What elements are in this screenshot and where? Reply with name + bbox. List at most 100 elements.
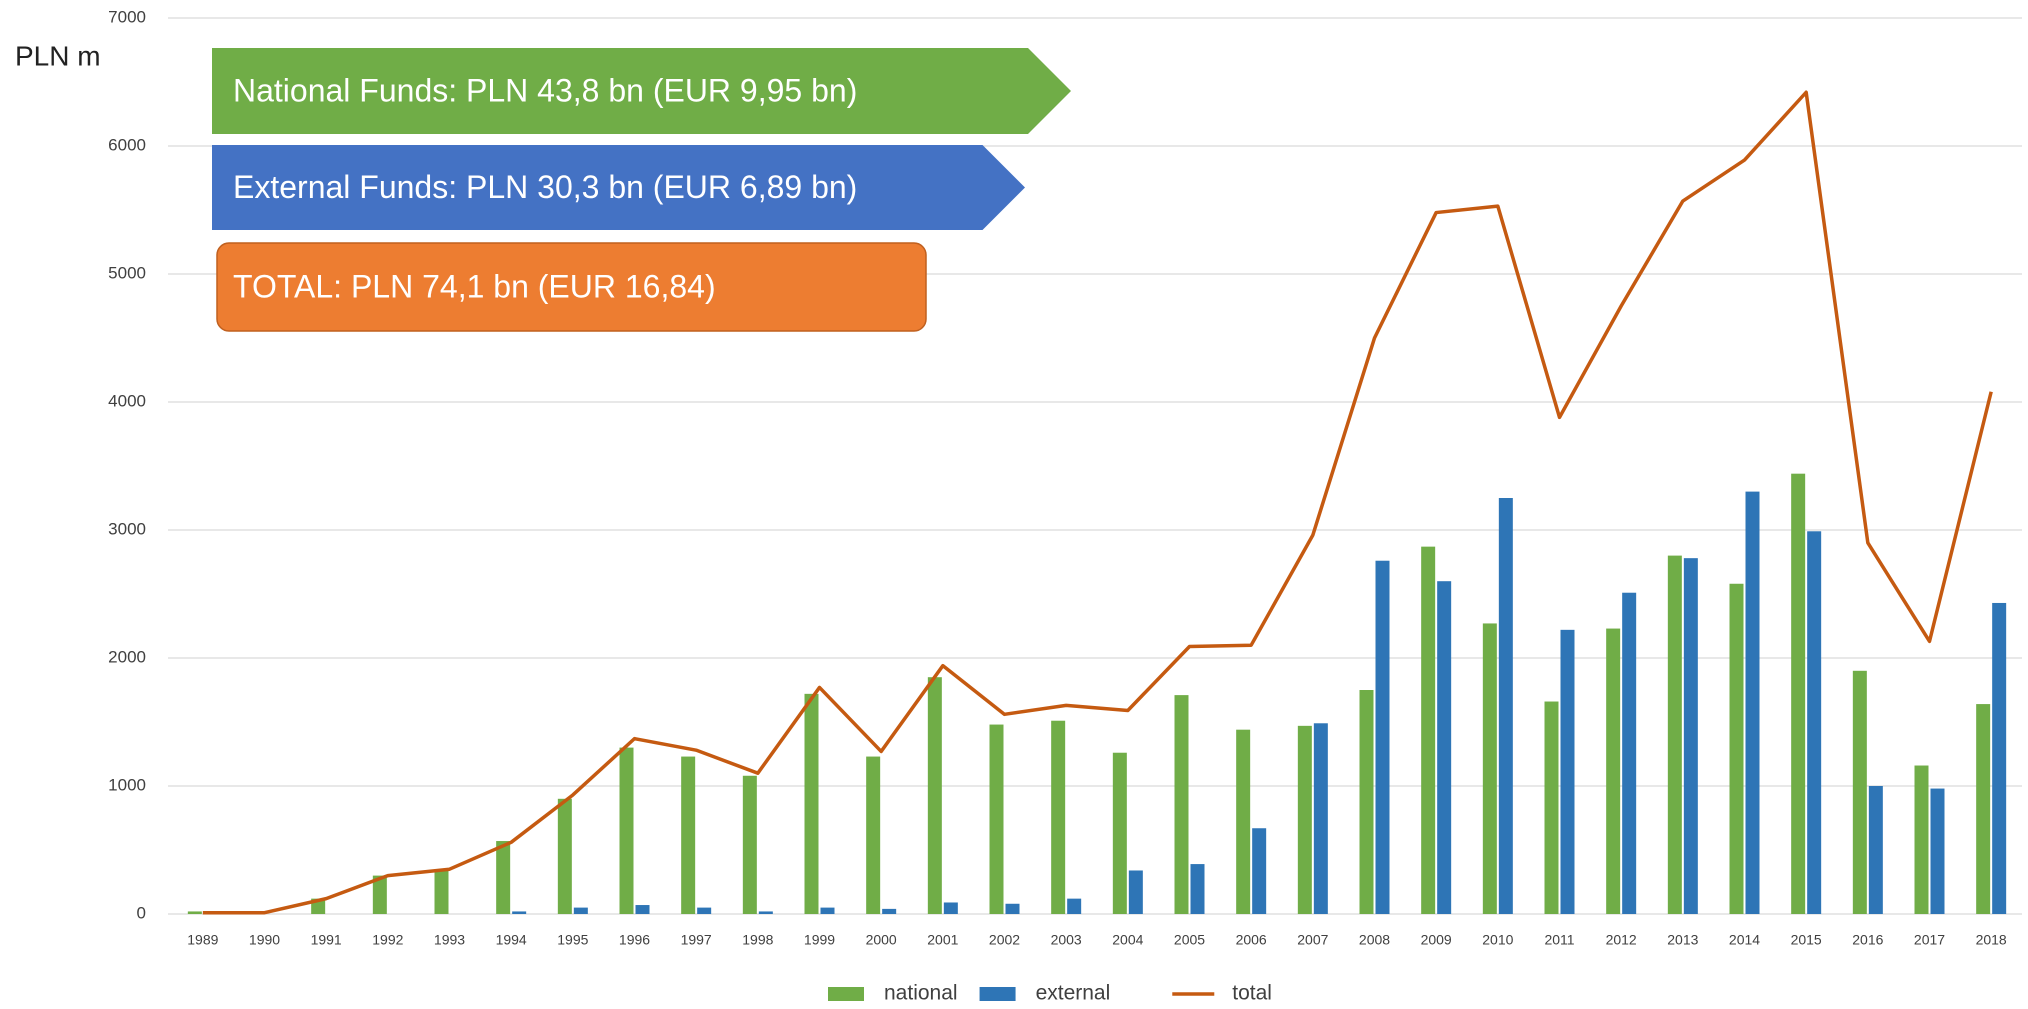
- x-tick-label: 2002: [989, 932, 1020, 948]
- bar: [1482, 623, 1497, 914]
- x-tick-label: 1992: [372, 932, 403, 948]
- y-tick-label: 6000: [108, 135, 146, 154]
- y-tick-label: 5000: [108, 263, 146, 282]
- bar: [1313, 723, 1328, 914]
- bar: [697, 907, 712, 914]
- x-tick-label: 2012: [1606, 932, 1637, 948]
- annotation-text: TOTAL: PLN 74,1 bn (EUR 16,84): [233, 268, 716, 304]
- bar: [1667, 555, 1682, 914]
- bar: [512, 911, 527, 914]
- x-tick-label: 1999: [804, 932, 835, 948]
- bar: [1437, 581, 1452, 914]
- x-tick-label: 1993: [434, 932, 465, 948]
- x-tick-label: 2013: [1667, 932, 1698, 948]
- bar: [434, 869, 449, 914]
- x-tick-label: 2015: [1791, 932, 1822, 948]
- bar: [1067, 898, 1082, 914]
- x-tick-label: 1994: [496, 932, 527, 948]
- legend-label: external: [1036, 982, 1111, 1005]
- bar: [1976, 704, 1991, 914]
- x-tick-label: 1995: [557, 932, 588, 948]
- x-tick-label: 2005: [1174, 932, 1205, 948]
- bar: [187, 911, 202, 914]
- bar: [742, 775, 757, 914]
- bar: [635, 905, 650, 914]
- bar: [1560, 629, 1575, 914]
- bar: [1745, 491, 1760, 914]
- bar: [1729, 583, 1744, 914]
- line: [202, 90, 1993, 915]
- x-tick-label: 2014: [1729, 932, 1760, 948]
- x-tick-label: 2001: [927, 932, 958, 948]
- x-tick-label: 1997: [681, 932, 712, 948]
- bar: [820, 907, 835, 914]
- legend-label: total: [1232, 982, 1272, 1005]
- y-tick-label: 0: [137, 903, 146, 922]
- bar: [1112, 752, 1127, 914]
- bar: [1421, 546, 1436, 914]
- y-tick-label: 7000: [108, 7, 146, 26]
- annotation-text: External Funds: PLN 30,3 bn (EUR 6,89 bn…: [233, 169, 857, 205]
- x-tick-label: 2018: [1976, 932, 2007, 948]
- bar: [1005, 903, 1020, 914]
- bar: [758, 911, 773, 914]
- annotation-text: National Funds: PLN 43,8 bn (EUR 9,95 bn…: [233, 72, 857, 108]
- bar: [1807, 531, 1822, 914]
- bar: [1252, 828, 1267, 914]
- y-tick-label: 3000: [108, 519, 146, 538]
- x-tick-label: 2011: [1544, 932, 1574, 948]
- x-tick-label: 1989: [187, 932, 218, 948]
- bar: [1297, 725, 1312, 914]
- x-tick-label: 2000: [866, 932, 897, 948]
- bar: [1868, 786, 1883, 914]
- bar: [573, 907, 588, 914]
- x-tick-label: 2017: [1914, 932, 1945, 948]
- bar: [1791, 473, 1806, 914]
- bar: [619, 747, 634, 914]
- bar: [1498, 498, 1513, 914]
- bar: [1375, 560, 1390, 914]
- x-tick-label: 2009: [1421, 932, 1452, 948]
- annotation-box: [216, 242, 927, 332]
- bar: [1128, 870, 1143, 914]
- y-axis-label: PLN m: [15, 40, 101, 71]
- y-tick-label: 1000: [108, 775, 146, 794]
- bar: [496, 841, 511, 914]
- bar: [943, 902, 958, 914]
- x-tick-label: 2006: [1236, 932, 1267, 948]
- x-tick-label: 1990: [249, 932, 280, 948]
- bar: [1174, 695, 1189, 914]
- annotation-box: [212, 48, 1071, 134]
- x-tick-label: 1998: [742, 932, 773, 948]
- bar: [1359, 690, 1374, 914]
- bar: [1914, 765, 1929, 914]
- bar: [1606, 628, 1621, 914]
- bar: [804, 693, 819, 914]
- bar: [1992, 602, 2007, 914]
- bar: [882, 908, 897, 914]
- bar: [1852, 670, 1867, 914]
- x-tick-label: 2007: [1297, 932, 1328, 948]
- legend-swatch: [828, 987, 864, 1001]
- bar: [989, 724, 1004, 914]
- x-tick-label: 2016: [1852, 932, 1883, 948]
- y-tick-label: 2000: [108, 647, 146, 666]
- bar: [1683, 558, 1698, 914]
- bar: [681, 756, 696, 914]
- bar: [1236, 729, 1251, 914]
- bar: [1622, 592, 1637, 914]
- bar: [927, 677, 942, 914]
- bar: [1544, 701, 1559, 914]
- bar: [372, 875, 387, 914]
- bar: [1190, 864, 1205, 914]
- y-tick-label: 4000: [108, 391, 146, 410]
- x-tick-label: 2008: [1359, 932, 1390, 948]
- bar: [1051, 720, 1066, 914]
- bar: [557, 798, 572, 914]
- x-tick-label: 2010: [1482, 932, 1513, 948]
- x-tick-label: 1996: [619, 932, 650, 948]
- x-tick-label: 2003: [1051, 932, 1082, 948]
- x-tick-label: 1991: [311, 932, 342, 948]
- bar: [866, 756, 881, 914]
- legend-label: national: [884, 982, 958, 1005]
